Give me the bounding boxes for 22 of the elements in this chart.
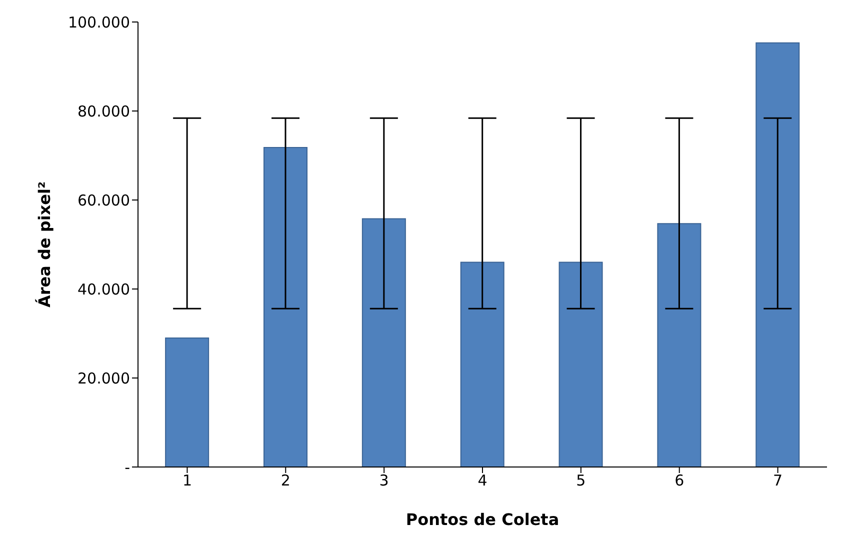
bar: [165, 337, 210, 467]
bar: [756, 42, 800, 467]
y-tick-label: 100.000: [68, 13, 130, 32]
y-tick-label: 80.000: [78, 102, 130, 120]
x-tick-label: 3: [379, 472, 389, 490]
x-axis-title: Pontos de Coleta: [406, 510, 560, 529]
x-tick-label: 4: [478, 472, 488, 490]
x-tick-label: 6: [674, 472, 684, 490]
y-tick-label: -: [124, 458, 130, 476]
x-tick-label: 5: [576, 472, 586, 490]
y-axis-title: Área de pixel²: [35, 182, 54, 308]
x-tick-label: 1: [182, 472, 192, 490]
y-tick-label: 40.000: [78, 280, 130, 298]
x-tick-label: 2: [280, 472, 290, 490]
bar: [263, 146, 308, 467]
bar: [460, 262, 504, 467]
x-tick-label: 7: [773, 472, 783, 490]
bar: [657, 223, 702, 467]
bar: [362, 218, 406, 467]
bar: [558, 262, 603, 467]
y-tick-label: 20.000: [78, 369, 130, 388]
y-tick-label: 60.000: [78, 191, 130, 210]
